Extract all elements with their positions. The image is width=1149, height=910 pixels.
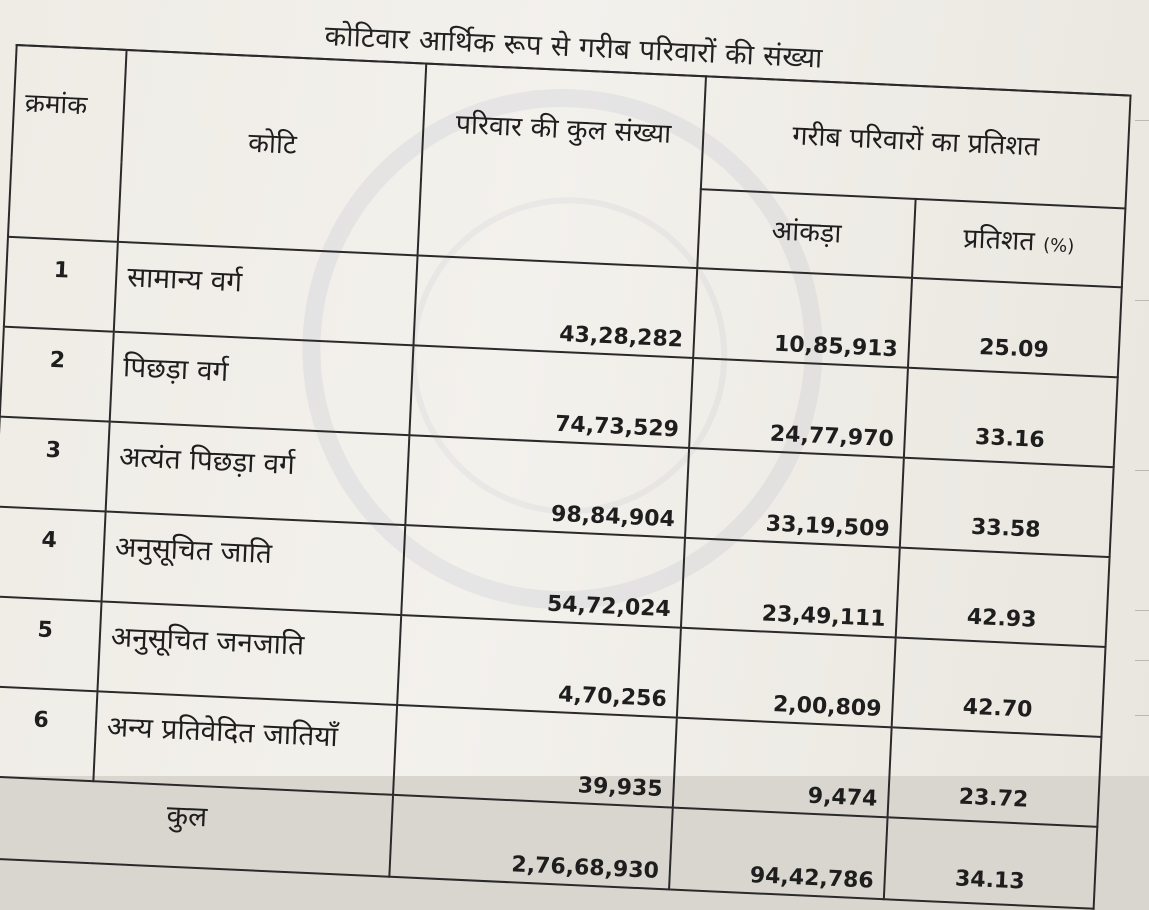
row-serial: 2 (0, 326, 114, 422)
row-total: 98,84,904 (405, 435, 690, 538)
row-total: 4,70,256 (397, 615, 681, 718)
row-total: 54,72,024 (401, 525, 686, 628)
row-category: पिछड़ा वर्ग (109, 331, 414, 436)
row-percent: 23.72 (887, 727, 1102, 827)
row-serial: 6 (0, 686, 98, 782)
total-count: 94,42,786 (669, 807, 888, 900)
poverty-table: क्रमांक कोटि परिवार की कुल संख्या गरीब प… (0, 44, 1132, 910)
header-total-families: परिवार की कुल संख्या (417, 63, 706, 269)
row-category: अत्यंत पिछड़ा वर्ग (105, 421, 410, 526)
row-serial: 3 (0, 416, 110, 512)
row-percent: 25.09 (907, 277, 1122, 378)
total-label: कुल (0, 776, 394, 877)
row-category: अन्य प्रतिवेदित जातियाँ (93, 691, 398, 795)
row-percent: 42.70 (891, 637, 1106, 737)
header-percent-label: प्रतिशत (962, 222, 1036, 258)
row-count: 10,85,913 (693, 268, 913, 368)
row-category: अनुसूचित जाति (101, 511, 406, 616)
row-count: 2,00,809 (676, 627, 896, 728)
total-families: 2,76,68,930 (389, 794, 673, 890)
header-category: कोटि (117, 49, 427, 256)
header-percent-unit: (%) (1042, 234, 1075, 257)
row-category: अनुसूचित जनजाति (97, 601, 402, 705)
header-poor-percentage: गरीब परिवारों का प्रतिशत (700, 76, 1131, 209)
row-serial: 4 (0, 506, 106, 602)
row-serial: 5 (0, 596, 102, 692)
header-count: आंकड़ा (697, 188, 916, 278)
page-edge (1135, 0, 1149, 776)
row-category: सामान्य वर्ग (113, 241, 418, 346)
header-serial: क्रमांक (7, 44, 127, 242)
row-total: 43,28,282 (413, 255, 698, 359)
row-percent: 42.93 (895, 547, 1110, 648)
row-total: 39,935 (393, 704, 677, 808)
row-count: 33,19,509 (685, 447, 904, 548)
row-count: 9,474 (672, 717, 892, 818)
row-count: 23,49,111 (680, 537, 900, 638)
row-total: 74,73,529 (409, 345, 694, 448)
row-percent: 33.58 (899, 457, 1114, 558)
row-count: 24,77,970 (689, 358, 908, 458)
row-percent: 33.16 (903, 367, 1118, 468)
total-percent: 34.13 (883, 817, 1098, 909)
header-percent: प्रतिशत (%) (912, 198, 1126, 288)
row-serial: 1 (3, 236, 118, 332)
